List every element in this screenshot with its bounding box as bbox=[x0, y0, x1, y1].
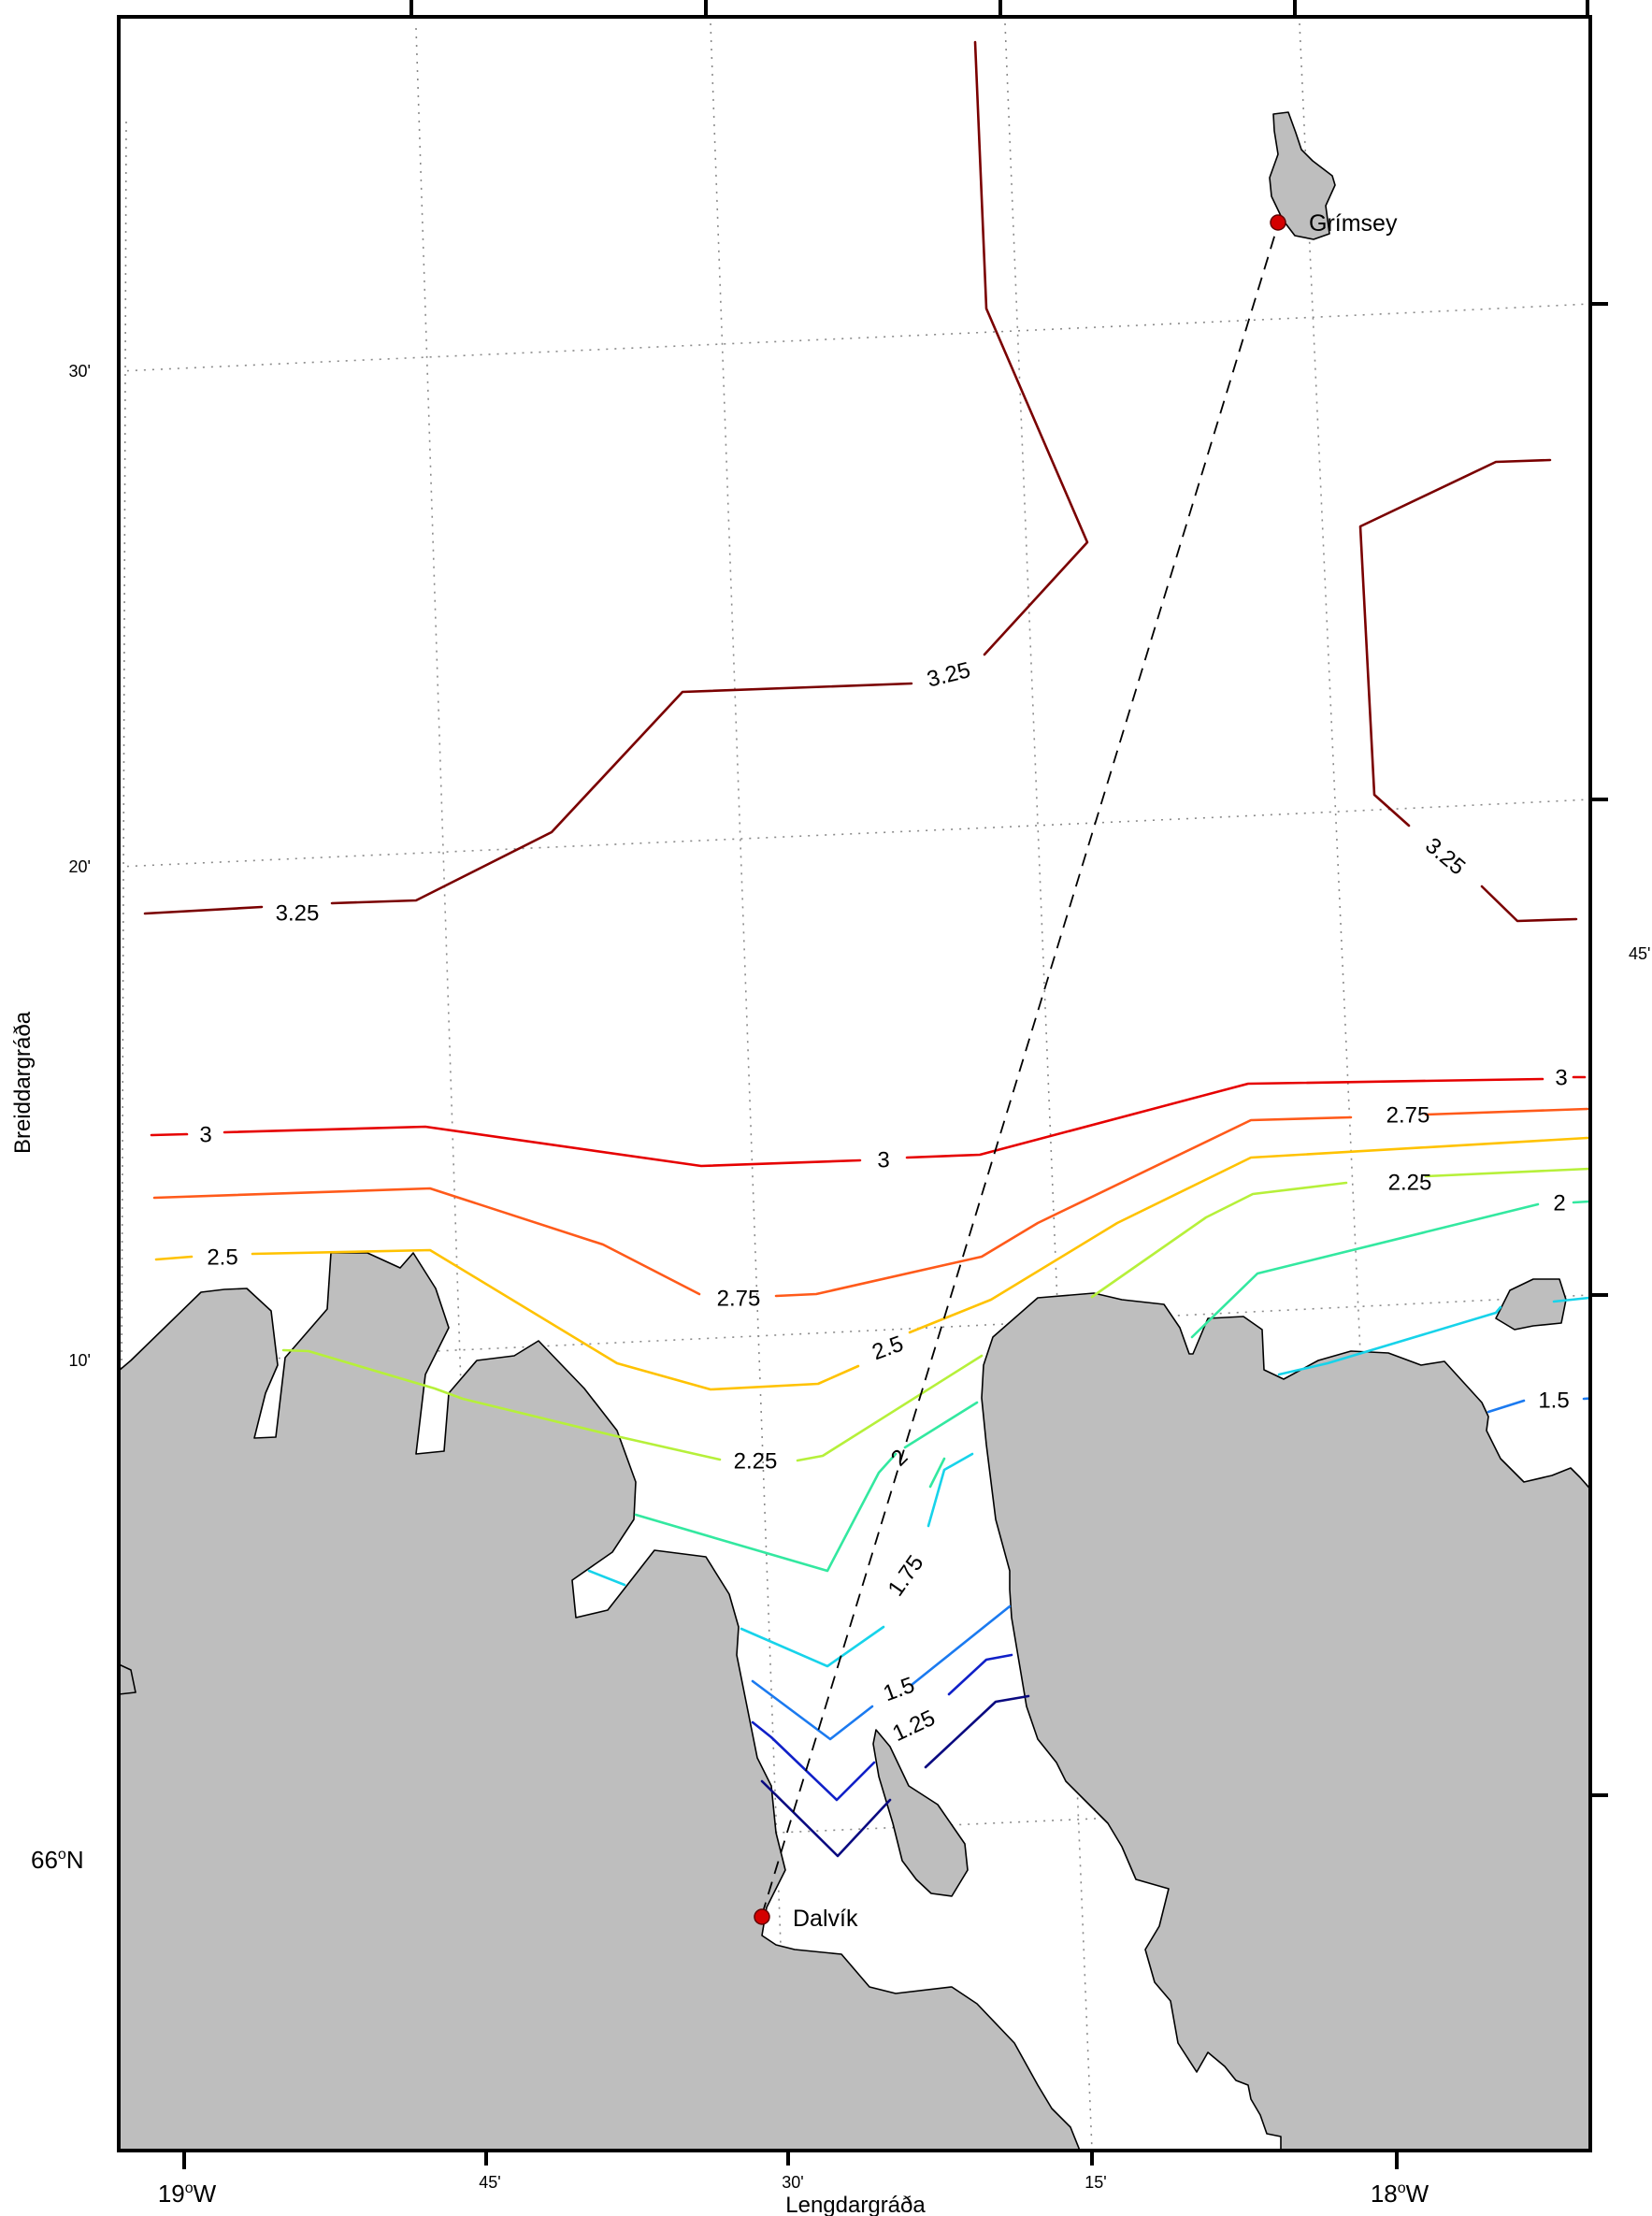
contour-line-3.25 bbox=[973, 40, 1089, 656]
contour-line-3 bbox=[223, 1125, 862, 1168]
contour-line-1.75 bbox=[740, 1625, 885, 1668]
contour-line-2 bbox=[903, 1401, 979, 1449]
bottom-ticks bbox=[182, 2151, 1399, 2169]
x-tick-label: 15' bbox=[1085, 2173, 1106, 2192]
land-east-coast bbox=[981, 1292, 1590, 2151]
y-tick-label: 10' bbox=[69, 1351, 91, 1370]
land-islet-east bbox=[1495, 1278, 1567, 1331]
contour-line-2.25 bbox=[1424, 1167, 1590, 1178]
contour-label: 1.5 bbox=[880, 1673, 918, 1707]
contour-label: 3.25 bbox=[276, 900, 320, 926]
contour-line-1.75 bbox=[1552, 1296, 1590, 1303]
contour-line-2.5 bbox=[908, 1136, 1589, 1334]
contour-line-1.25 bbox=[760, 1779, 892, 1858]
contour-label: 2.5 bbox=[207, 1245, 237, 1270]
right-ticks bbox=[1590, 302, 1608, 1797]
contour-line-3.25 bbox=[1480, 885, 1578, 923]
contour-label: 2.25 bbox=[1388, 1170, 1432, 1195]
contour-line-1.25 bbox=[947, 1653, 1013, 1696]
contour-line-1.5 bbox=[910, 1604, 1012, 1687]
land-grimsey bbox=[1269, 111, 1336, 240]
contour-line-2.25 bbox=[281, 1348, 722, 1461]
station-grimsey-marker bbox=[1270, 214, 1286, 231]
contours bbox=[143, 40, 1590, 1858]
contour-label: 3.25 bbox=[1420, 833, 1470, 881]
contour-line-2 bbox=[928, 1457, 946, 1489]
contour-label: 3 bbox=[199, 1122, 211, 1147]
contour-label: 1.5 bbox=[1538, 1388, 1569, 1413]
transect-line bbox=[761, 223, 1279, 1916]
contour-line-2 bbox=[634, 1452, 898, 1573]
contour-label: 2.5 bbox=[869, 1331, 907, 1366]
y-axis-title: Breiddargráða bbox=[10, 1011, 36, 1154]
contour-labels: 3.25 3.25 3.25 3 3 3 2.75 2.75 2.5 2.5 2… bbox=[199, 657, 1569, 1747]
x-axis-title: Lengdargráða bbox=[785, 2193, 926, 2216]
contour-line-2.75 bbox=[774, 1115, 1353, 1298]
contour-label: 3.25 bbox=[925, 657, 973, 693]
contour-line-3 bbox=[905, 1077, 1544, 1159]
contour-label: 1.75 bbox=[883, 1550, 929, 1601]
land bbox=[119, 111, 1590, 2151]
contour-line-1.75 bbox=[1277, 1305, 1502, 1376]
contour-line-1.25 bbox=[751, 1720, 876, 1802]
contour-line-3.25 bbox=[330, 682, 913, 905]
contour-line-2.25 bbox=[796, 1354, 984, 1462]
x-tick-label: 45' bbox=[479, 2173, 500, 2192]
contour-line-2.75 bbox=[1424, 1107, 1589, 1116]
contour-line-2.25 bbox=[1090, 1181, 1348, 1299]
contour-line-1.5 bbox=[1582, 1397, 1590, 1401]
contour-label: 2 bbox=[1553, 1190, 1565, 1216]
place-label-dalvik: Dalvík bbox=[793, 1906, 858, 1932]
contour-line-2.75 bbox=[152, 1187, 701, 1296]
y-tick-label: 20' bbox=[69, 857, 91, 876]
contour-line-1.75 bbox=[927, 1452, 974, 1528]
contour-line-1.75 bbox=[587, 1569, 626, 1587]
y-tick-labels: 66oN 10' 20' 30' bbox=[31, 362, 91, 1874]
station-dalvik-marker bbox=[754, 1908, 770, 1925]
place-label-grimsey: Grímsey bbox=[1309, 210, 1398, 237]
contour-label: 3 bbox=[877, 1147, 889, 1173]
x-tick-label: 30' bbox=[782, 2173, 803, 2192]
contour-line-1.5 bbox=[751, 1679, 874, 1741]
contour-label: 2 bbox=[886, 1445, 913, 1472]
contour-label: 1.25 bbox=[889, 1705, 940, 1747]
land-hrisey bbox=[872, 1729, 969, 1897]
contour-line-3.25 bbox=[1358, 458, 1552, 827]
y-tick-label: 30' bbox=[69, 362, 91, 381]
x-tick-label: 18oW bbox=[1371, 2180, 1429, 2208]
land-islet-west bbox=[119, 1663, 136, 1695]
contour-line-2 bbox=[1190, 1202, 1540, 1339]
contour-line-3.25 bbox=[143, 905, 264, 915]
contour-label: 2.25 bbox=[734, 1448, 778, 1474]
map-frame bbox=[117, 15, 1592, 2152]
contour-line-1.5 bbox=[1487, 1399, 1526, 1414]
right-edge-label: 45' bbox=[1629, 944, 1650, 963]
contour-line-1.25 bbox=[924, 1694, 1030, 1769]
contour-line-3 bbox=[150, 1132, 189, 1137]
contour-line-2.5 bbox=[154, 1255, 194, 1261]
contour-line-2.5 bbox=[251, 1248, 860, 1391]
contour-label: 3 bbox=[1555, 1065, 1567, 1090]
x-tick-labels: 19oW 45' 30' 15' 18oW bbox=[158, 2173, 1429, 2208]
y-tick-label: 66oN bbox=[31, 1846, 84, 1874]
land-west-coast bbox=[119, 1252, 1081, 2151]
top-ticks bbox=[409, 0, 1589, 17]
contour-label: 2.75 bbox=[1386, 1102, 1430, 1128]
graticule bbox=[119, 22, 1590, 2151]
contour-label: 2.75 bbox=[717, 1286, 761, 1311]
x-tick-label: 19oW bbox=[158, 2180, 217, 2208]
